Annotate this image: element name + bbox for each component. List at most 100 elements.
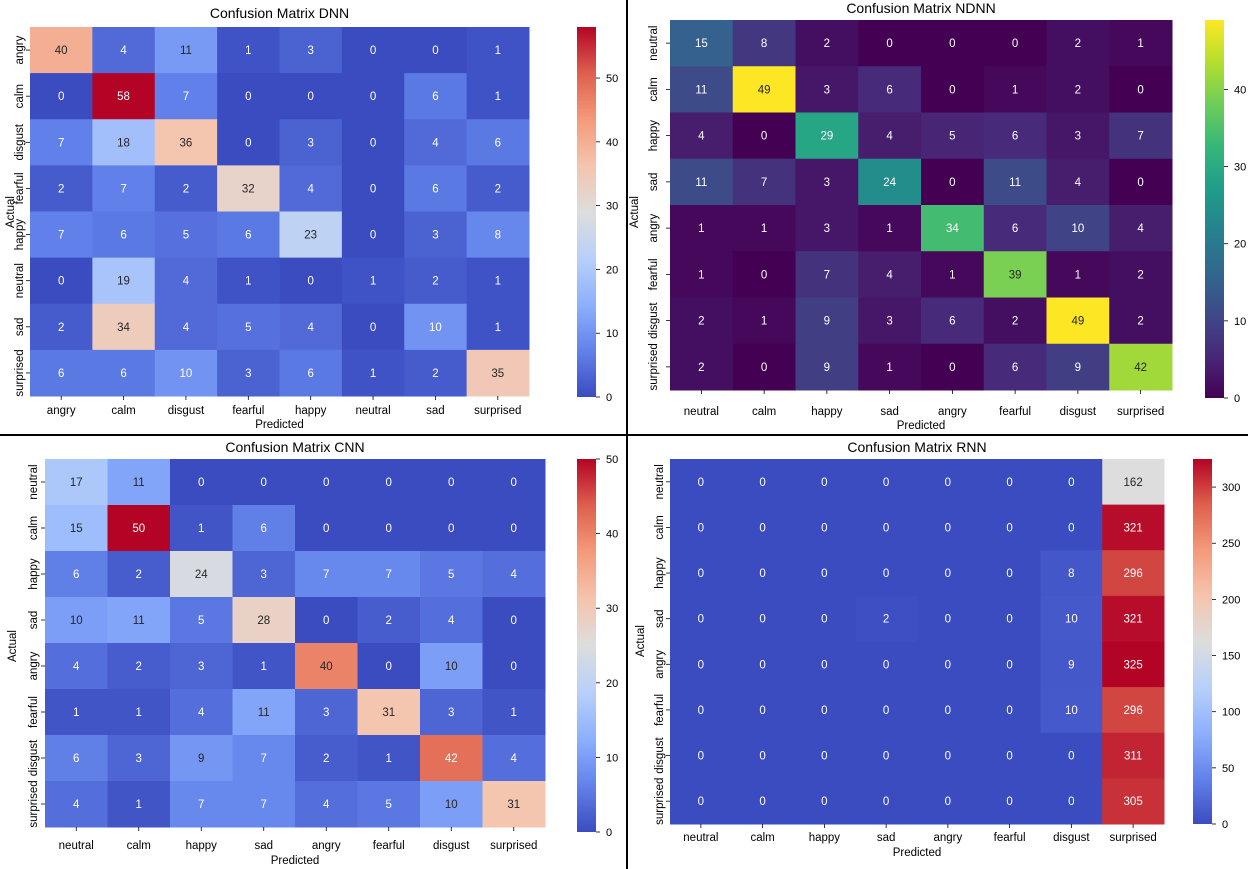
heatmap-cell	[466, 73, 530, 120]
y-tick-label-happy: happy	[648, 120, 660, 152]
colorbar-tick-label: 30	[606, 603, 618, 615]
heatmap-cell	[921, 205, 985, 252]
cell-value-label: 49	[1071, 316, 1084, 328]
vertical-divider	[626, 0, 628, 869]
heatmap-cell	[295, 689, 358, 736]
y-tick-label-surprised: surprised	[28, 780, 40, 827]
heatmap-cell	[279, 349, 343, 397]
heatmap-cell	[107, 781, 171, 828]
heatmap-cell	[795, 205, 859, 252]
heatmap-cell	[30, 165, 93, 212]
x-tick-label-angry: angry	[938, 406, 967, 418]
heatmap-cell	[983, 66, 1047, 113]
x-tick-label-sad: sad	[426, 405, 445, 417]
y-tick-label-fearful: fearful	[14, 172, 26, 204]
cell-value-label: 4	[448, 615, 455, 627]
x-tick-label-happy: happy	[295, 405, 327, 417]
heatmap-cell	[279, 257, 343, 305]
x-tick-label-angry: angry	[312, 840, 341, 852]
heatmap-cell	[404, 257, 468, 305]
cell-value-label: 1	[1075, 269, 1081, 281]
heatmap-cell	[1109, 205, 1173, 252]
cell-value-label: 0	[759, 705, 765, 717]
cell-value-label: 4	[73, 799, 80, 811]
heatmap-cell	[357, 689, 421, 736]
cell-value-label: 15	[70, 523, 83, 535]
heatmap-cell	[732, 158, 796, 206]
heatmap-cell	[279, 211, 343, 259]
heatmap-cell	[1109, 66, 1173, 113]
cell-value-label: 4	[120, 45, 127, 57]
heatmap-cell	[279, 303, 343, 351]
cell-value-label: 2	[883, 614, 889, 626]
colorbar-tick-label: 50	[606, 454, 618, 466]
heatmap-cell	[232, 551, 296, 598]
heatmap-cell	[482, 505, 546, 552]
heatmap-cell	[731, 687, 794, 734]
heatmap-cell	[482, 459, 546, 506]
y-tick-label-fearful: fearful	[648, 258, 660, 290]
heatmap-cell	[279, 119, 343, 166]
heatmap-cell	[978, 550, 1041, 597]
heatmap-cell	[1040, 459, 1103, 506]
cell-value-label: 2	[824, 38, 830, 50]
heatmap-cell	[107, 551, 171, 598]
heatmap-cell	[921, 343, 985, 391]
heatmap-cell	[1102, 778, 1165, 825]
heatmap-cell	[295, 781, 358, 828]
y-tick-label-fearful: fearful	[28, 696, 40, 728]
heatmap-cell	[404, 165, 468, 212]
heatmap-cell	[295, 597, 358, 644]
heatmap-cell	[1040, 595, 1103, 642]
cell-value-label: 11	[133, 477, 145, 489]
heatmap-cell	[858, 205, 922, 252]
heatmap-cell	[795, 158, 859, 206]
cell-value-label: 2	[136, 661, 142, 673]
heatmap-cell	[983, 251, 1047, 298]
y-tick-label-disgust: disgust	[648, 302, 660, 339]
cell-value-label: 321	[1124, 522, 1143, 534]
chart-title: Confusion Matrix DNN	[210, 5, 349, 21]
heatmap-cell	[1109, 20, 1173, 67]
cell-value-label: 7	[58, 230, 64, 242]
cell-value-label: 0	[511, 477, 517, 489]
cell-value-label: 32	[242, 183, 255, 195]
cell-value-label: 0	[1068, 522, 1074, 534]
heatmap-cell	[154, 303, 218, 351]
heatmap-cell	[793, 504, 856, 551]
heatmap-cell	[217, 211, 280, 259]
cell-value-label: 4	[307, 183, 314, 195]
heatmap-cell	[92, 349, 156, 397]
heatmap-cell	[295, 505, 358, 552]
x-tick-label-calm: calm	[750, 832, 774, 844]
cell-value-label: 4	[886, 131, 893, 143]
heatmap-cell	[217, 73, 280, 120]
heatmap-cell	[170, 689, 233, 736]
cell-value-label: 1	[886, 223, 892, 235]
heatmap-cell	[732, 251, 796, 298]
x-tick-label-neutral: neutral	[684, 406, 719, 418]
heatmap-cell	[793, 687, 856, 734]
cell-value-label: 6	[432, 183, 438, 195]
heatmap-cell	[983, 297, 1047, 345]
heatmap-cell	[45, 735, 108, 782]
heatmap-cell	[793, 732, 856, 779]
heatmap-cell	[466, 303, 530, 351]
cell-value-label: 0	[386, 523, 392, 535]
cell-value-label: 1	[495, 91, 501, 103]
cell-value-label: 31	[382, 707, 395, 719]
cell-value-label: 0	[698, 751, 704, 763]
heatmap-cell	[732, 205, 796, 252]
heatmap-cell	[30, 303, 93, 351]
heatmap-cell	[1040, 641, 1103, 688]
y-tick-label-disgust: disgust	[14, 123, 26, 160]
cell-value-label: 0	[759, 477, 765, 489]
cell-value-label: 6	[495, 137, 501, 149]
y-tick-label-happy: happy	[654, 557, 666, 589]
heatmap-cell	[1109, 343, 1173, 391]
x-tick-label-surprised: surprised	[1109, 832, 1156, 844]
chart-title: Confusion Matrix CNN	[225, 439, 364, 455]
cell-value-label: 3	[824, 177, 830, 189]
heatmap-cell	[795, 251, 859, 298]
